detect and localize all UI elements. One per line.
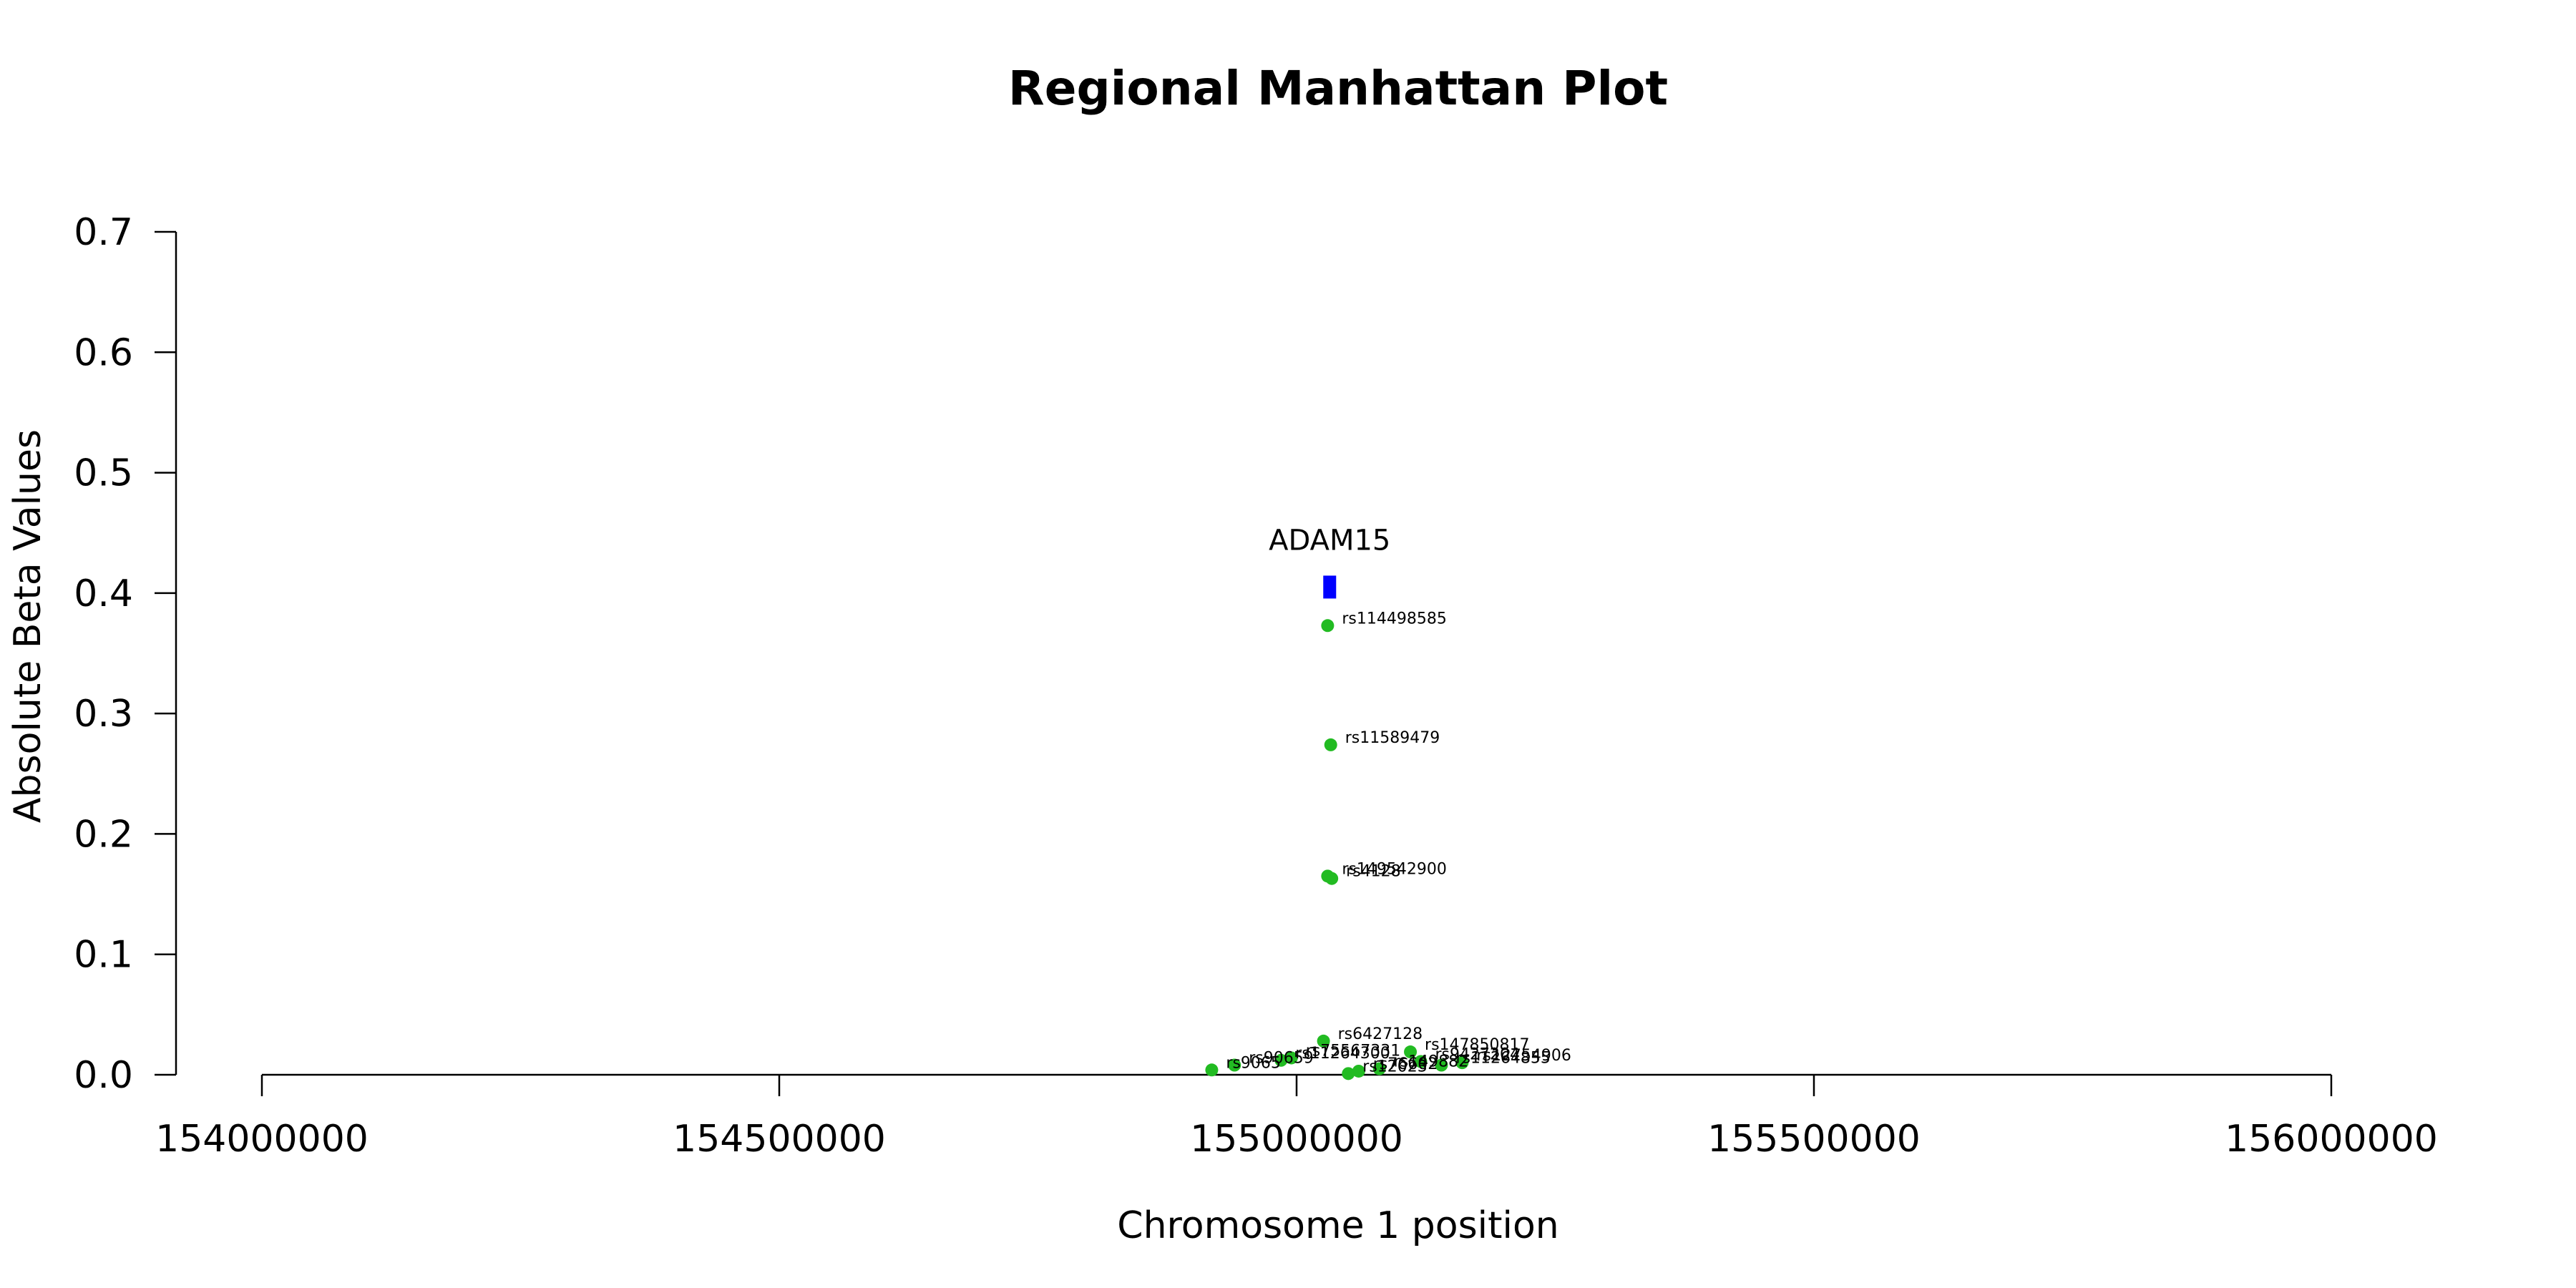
snp-label: rs12754906	[1476, 1047, 1571, 1065]
x-tick-label: 156000000	[2225, 1118, 2438, 1161]
y-tick-label: 0.2	[74, 813, 133, 856]
y-tick-label: 0.3	[74, 693, 133, 736]
snp-point	[1317, 1034, 1330, 1048]
snp-label: rs9427204	[1435, 1045, 1521, 1063]
snp-point	[1372, 1062, 1386, 1075]
y-axis-label: Absolute Beta Values	[6, 429, 49, 823]
snp-label: rs75567331	[1306, 1042, 1400, 1060]
x-tick-label: 155500000	[1707, 1118, 1921, 1161]
y-axis: 0.0 0.1 0.2 0.3 0.4 0.5 0.6 0.7	[74, 211, 177, 1097]
snp-label: rs4128	[1346, 863, 1401, 881]
gene-label: ADAM15	[1269, 524, 1390, 557]
snp-point	[1325, 872, 1339, 885]
gene-layer: ADAM15	[1269, 524, 1390, 599]
y-tick-label: 0.4	[74, 572, 133, 615]
y-tick-label: 0.5	[74, 452, 133, 495]
y-tick-label: 0.6	[74, 331, 133, 374]
x-axis-label: Chromosome 1 position	[1117, 1204, 1558, 1247]
snp-label: rs149882	[1394, 1053, 1469, 1071]
snp-label: rs76602	[1373, 1055, 1438, 1073]
x-axis: 154000000 154500000 155000000 155500000 1560…	[155, 1073, 2438, 1161]
y-tick-label: 0.1	[74, 934, 133, 977]
snp-point	[1414, 1055, 1428, 1068]
x-tick-label: 154000000	[155, 1118, 369, 1161]
chart-title: Regional Manhattan Plot	[1008, 61, 1668, 116]
snp-label: rs6427128	[1338, 1025, 1423, 1043]
snp-point	[1274, 1053, 1288, 1067]
snp-point	[1205, 1063, 1219, 1077]
y-tick-label: 0.7	[74, 211, 133, 254]
gene-rect	[1323, 575, 1337, 599]
snp-point	[1404, 1045, 1418, 1059]
snp-point	[1352, 1064, 1365, 1078]
snp-label: rs149542900	[1342, 860, 1446, 878]
snp-point	[1324, 738, 1337, 751]
snp-label: rs114498585	[1342, 610, 1446, 628]
snp-point	[1455, 1056, 1469, 1070]
snp-point	[1342, 1067, 1355, 1080]
points-layer	[1205, 619, 1469, 1080]
snp-point	[1228, 1058, 1241, 1072]
snp-point	[1435, 1058, 1448, 1072]
snp-label: rs11264855	[1455, 1050, 1550, 1068]
snp-label: rs11589479	[1345, 729, 1440, 747]
x-tick-label: 155000000	[1190, 1118, 1403, 1161]
snp-label: rs12023	[1362, 1058, 1428, 1075]
snp-label: rs9065	[1226, 1054, 1281, 1072]
snp-point	[1284, 1051, 1298, 1065]
snp-label: rs90659	[1249, 1050, 1314, 1068]
y-tick-label: 0.0	[74, 1054, 133, 1097]
snp-label: rs147850817	[1425, 1036, 1529, 1054]
snp-label: rs11264300	[1295, 1045, 1390, 1063]
x-tick-label: 154500000	[673, 1118, 886, 1161]
snp-point	[1321, 619, 1335, 633]
